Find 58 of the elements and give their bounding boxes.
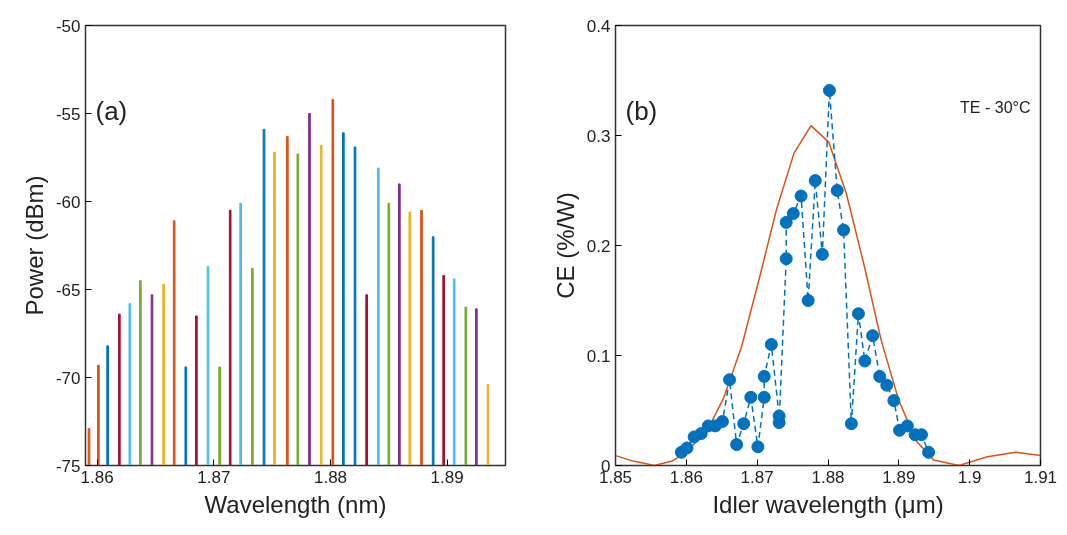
y-tick-label: 0.4 bbox=[586, 16, 611, 36]
x-tick-label: 1.87 bbox=[740, 467, 774, 487]
point bbox=[744, 390, 758, 404]
y-axis-title: Power (dBm) bbox=[20, 175, 48, 316]
x-tick-label: 1.87 bbox=[197, 467, 231, 487]
y-tick-label: 0.2 bbox=[586, 236, 611, 256]
point bbox=[801, 294, 815, 307]
point bbox=[887, 394, 901, 408]
x-tick-label: 1.91 bbox=[1023, 467, 1058, 487]
point bbox=[694, 427, 708, 441]
x-tick-label: 1.86 bbox=[80, 467, 114, 487]
x-tick-label: 1.88 bbox=[313, 467, 348, 487]
point bbox=[764, 338, 778, 351]
y-tick-label: 0.1 bbox=[586, 346, 611, 366]
point bbox=[757, 390, 771, 404]
point bbox=[723, 373, 737, 387]
x-tick-label: 1.89 bbox=[430, 467, 464, 487]
point bbox=[844, 417, 858, 431]
y-tick-label: -50 bbox=[55, 16, 81, 36]
x-axis-title: Idler wavelength (μm) bbox=[712, 490, 944, 518]
point bbox=[873, 369, 887, 383]
point bbox=[922, 445, 936, 459]
point bbox=[751, 440, 765, 454]
y-tick-label: -55 bbox=[55, 104, 81, 124]
y-tick-label: -65 bbox=[55, 280, 81, 300]
point bbox=[822, 83, 836, 97]
annotation: (b) bbox=[625, 95, 658, 126]
x-tick-label: 1.88 bbox=[811, 467, 845, 487]
point bbox=[815, 247, 829, 261]
y-tick-label: 0.3 bbox=[586, 126, 611, 146]
x-tick-label: 1.9 bbox=[957, 467, 982, 487]
point bbox=[900, 419, 914, 433]
y-axis-title: CE (%/W) bbox=[551, 192, 579, 299]
point bbox=[737, 417, 751, 431]
point bbox=[757, 369, 771, 383]
annotation: (a) bbox=[95, 95, 128, 126]
y-tick-label: -70 bbox=[55, 368, 81, 388]
point bbox=[715, 415, 729, 428]
point bbox=[866, 329, 880, 343]
point bbox=[808, 174, 822, 188]
point bbox=[837, 223, 851, 237]
x-axis-title: Wavelength (nm) bbox=[204, 490, 387, 518]
point bbox=[858, 354, 872, 368]
point bbox=[680, 441, 694, 455]
x-tick-label: 1.86 bbox=[669, 467, 703, 487]
point bbox=[915, 428, 928, 442]
point bbox=[794, 189, 808, 203]
point bbox=[730, 438, 744, 452]
point bbox=[880, 378, 894, 392]
annotation: TE - 30°C bbox=[960, 98, 1031, 116]
point bbox=[851, 307, 865, 321]
point bbox=[779, 215, 793, 229]
y-tick-label: -60 bbox=[55, 192, 81, 212]
x-tick-label: 1.89 bbox=[882, 467, 916, 487]
point bbox=[779, 252, 793, 266]
y-tick-label: -75 bbox=[55, 456, 81, 476]
point bbox=[830, 184, 844, 197]
point bbox=[786, 207, 800, 221]
